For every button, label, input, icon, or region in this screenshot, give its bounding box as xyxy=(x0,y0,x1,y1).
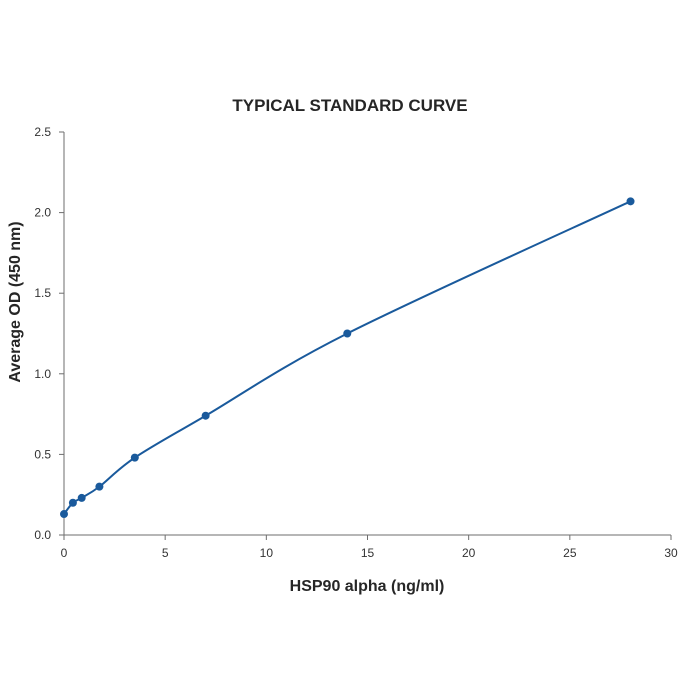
chart-title: TYPICAL STANDARD CURVE xyxy=(232,96,467,115)
y-axis-ticks: 0.0 0.5 1.0 1.5 2.0 2.5 xyxy=(34,125,64,542)
data-point xyxy=(77,493,86,502)
x-axis-label: HSP90 alpha (ng/ml) xyxy=(290,578,445,595)
x-tick-label: 30 xyxy=(664,546,678,560)
x-tick-label: 25 xyxy=(563,546,577,560)
data-point xyxy=(68,498,77,507)
y-tick-label: 0.5 xyxy=(34,447,51,461)
x-axis-ticks: 0 5 10 15 20 25 30 xyxy=(61,535,678,560)
y-tick-label: 0.0 xyxy=(34,528,51,542)
data-point xyxy=(95,482,104,491)
y-tick-label: 1.5 xyxy=(34,286,51,300)
x-tick-label: 5 xyxy=(162,546,169,560)
x-tick-label: 10 xyxy=(260,546,274,560)
data-point xyxy=(130,453,139,462)
axes xyxy=(63,132,671,536)
y-tick-label: 1.0 xyxy=(34,367,51,381)
data-point xyxy=(201,411,210,420)
x-tick-label: 20 xyxy=(462,546,476,560)
data-point xyxy=(60,510,68,519)
y-axis-label: Average OD (450 nm) xyxy=(7,221,24,382)
data-point xyxy=(343,329,352,338)
series-layer xyxy=(60,197,635,519)
y-tick-label: 2.0 xyxy=(34,206,51,220)
y-tick-label: 2.5 xyxy=(34,125,51,139)
x-tick-label: 0 xyxy=(61,546,68,560)
x-tick-label: 15 xyxy=(361,546,375,560)
data-point xyxy=(626,197,635,206)
series-line xyxy=(63,200,632,516)
